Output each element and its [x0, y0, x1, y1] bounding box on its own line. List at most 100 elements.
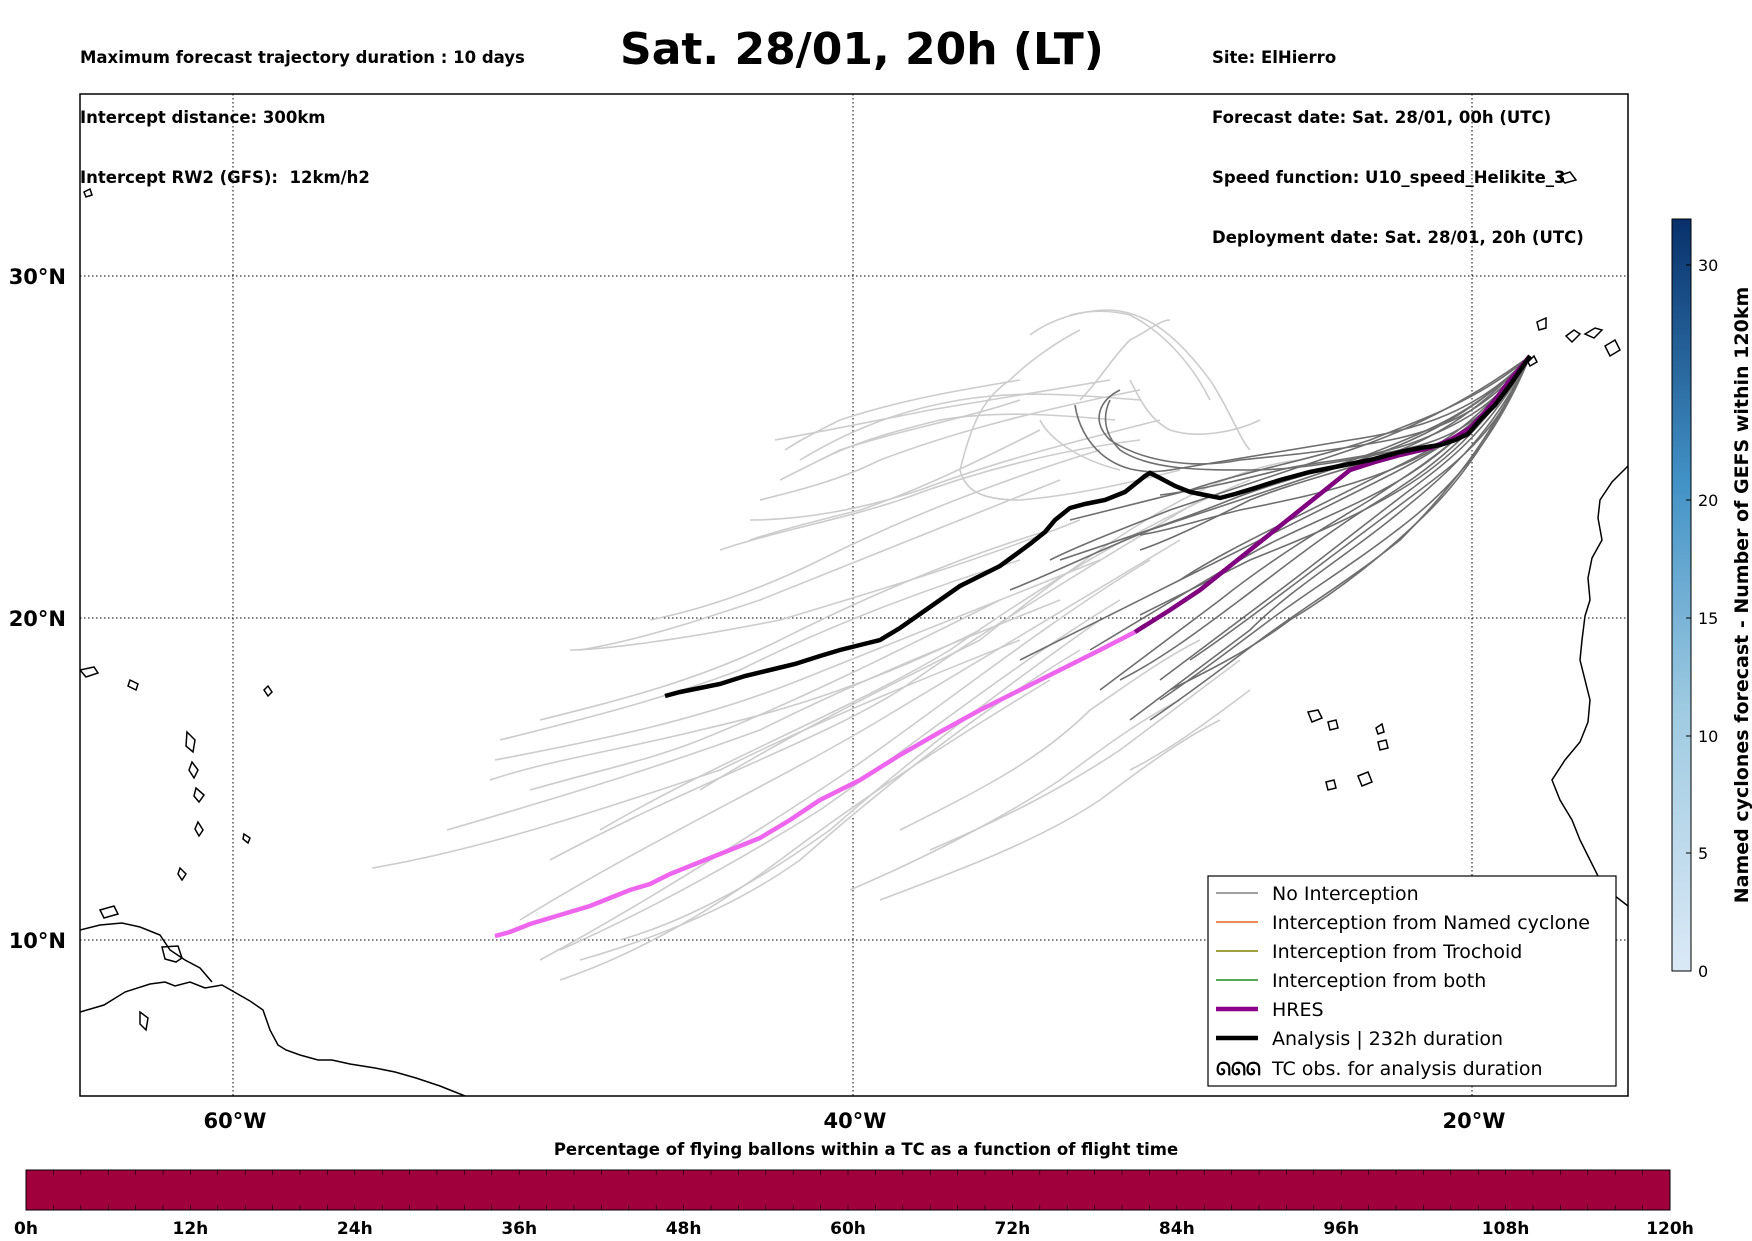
- colorbar-gradient: [1671, 218, 1692, 972]
- trajectory-dark: [1098, 355, 1531, 465]
- trajectory-dark: [1179, 355, 1531, 581]
- cape-verde-1: [1306, 709, 1324, 723]
- flight-time-tick-label: 72h: [995, 1219, 1031, 1239]
- coastlines: [80, 171, 1628, 1096]
- africa-coast: [1551, 465, 1628, 907]
- flight-time-tick-label: 96h: [1323, 1219, 1359, 1239]
- trajectory-light: [959, 379, 1181, 501]
- colorbar-label: Named cyclones forecast - Number of GEFS…: [1731, 287, 1752, 904]
- colorbar-tick-15: 15: [1698, 609, 1718, 628]
- cape-verde-3: [1377, 739, 1389, 751]
- trajectory-light: [819, 413, 1116, 461]
- trajectory-light: [1009, 329, 1081, 381]
- hres-trajectory-early: [1133, 354, 1532, 634]
- flight-time-tick-label: 60h: [830, 1219, 866, 1239]
- site-info: Site: ElHierro Forecast date: Sat. 28/01…: [1212, 8, 1584, 268]
- flight-time-bar-ticks: [25, 1170, 1671, 1210]
- canary-island-5: [1527, 354, 1538, 368]
- caribbean-island-9: [263, 684, 273, 698]
- caribbean-island-10: [98, 905, 120, 919]
- legend-label-named-cyclone: Interception from Named cyclone: [1272, 912, 1590, 934]
- trajectory-light: [559, 599, 1121, 951]
- colorbar-tick-0: 0: [1698, 962, 1708, 981]
- canary-island-4: [1604, 338, 1621, 358]
- trajectory-light: [539, 559, 1151, 961]
- trajectory-light: [579, 479, 1061, 651]
- intercept-rw2-text: Intercept RW2 (GFS): 12km/h2: [80, 168, 370, 187]
- flight-time-tick-label: 24h: [337, 1219, 373, 1239]
- trajectory-light: [849, 699, 1181, 891]
- legend-label-tc-obs: TC obs. for analysis duration: [1271, 1058, 1543, 1080]
- lon-label-60w: 60°W: [204, 1109, 267, 1133]
- caribbean-island-4: [194, 820, 204, 838]
- deployment-date-text: Deployment date: Sat. 28/01, 20h (UTC): [1212, 228, 1584, 247]
- colorbar-tick-20: 20: [1698, 491, 1718, 510]
- trajectory-light: [719, 439, 1141, 551]
- analysis-trajectory: [664, 354, 1532, 699]
- trajectory-light: [559, 679, 1051, 981]
- trajectory-light: [539, 529, 1051, 721]
- flight-time-bar-title: Percentage of flying ballons within a TC…: [554, 1140, 1178, 1159]
- trajectory-light: [899, 639, 1201, 831]
- flight-time-bar-fill: [25, 1169, 1671, 1211]
- intercept-distance-text: Intercept distance: 300km: [80, 108, 326, 127]
- tc-symbol-icon: ᘏᘏᘏ: [1216, 1059, 1261, 1080]
- site-text: Site: ElHierro: [1212, 48, 1337, 67]
- trajectory-light: [489, 629, 981, 781]
- cape-verde-5: [1325, 779, 1337, 791]
- flight-time-tick-label: 120h: [1646, 1219, 1694, 1239]
- trajectory-dark: [1009, 355, 1531, 591]
- caribbean-island-2: [188, 760, 199, 780]
- lat-label-20n: 20°N: [9, 607, 66, 631]
- canary-island-3: [1583, 327, 1604, 339]
- caribbean-island-7: [80, 666, 100, 678]
- cape-verde-4: [1357, 771, 1373, 787]
- trajectory-light: [494, 559, 1101, 761]
- colorbar-tick-10: 10: [1698, 727, 1718, 746]
- trajectory-dark: [1169, 355, 1531, 691]
- trajectory-light: [569, 519, 1081, 651]
- cape-verde-6: [1375, 722, 1385, 735]
- flight-time-bar: Percentage of flying ballons within a TC…: [14, 1140, 1694, 1239]
- flight-time-tick-label: 108h: [1482, 1219, 1530, 1239]
- trajectory-light: [1069, 310, 1211, 401]
- venezuela-coast: [80, 922, 213, 983]
- trajectory-light: [879, 719, 1221, 901]
- hres-trajectory-late: [494, 629, 1137, 939]
- trajectory-dark: [1074, 355, 1531, 473]
- trajectory-light: [749, 419, 1161, 521]
- legend: No Interception Interception from Named …: [1207, 875, 1617, 1087]
- cyclone-colorbar: 0 5 10 15 20 30 Named cyclones forecast …: [1671, 218, 1752, 981]
- trajectory-light: [759, 389, 1141, 501]
- trajectory-light: [1129, 379, 1261, 435]
- map-title: Sat. 28/01, 20h (LT): [620, 24, 1104, 75]
- lat-label-30n: 30°N: [9, 265, 66, 289]
- flight-time-tick-label: 36h: [501, 1219, 537, 1239]
- trajectory-light: [499, 559, 1021, 741]
- trajectory-light: [529, 599, 1001, 791]
- trajectory-light: [1029, 309, 1251, 451]
- trajectory-light: [619, 619, 1101, 941]
- flight-time-tick-label: 84h: [1159, 1219, 1195, 1239]
- legend-label-no-interception: No Interception: [1272, 883, 1419, 905]
- caribbean-island-11: [139, 1010, 149, 1032]
- forecast-date-text: Forecast date: Sat. 28/01, 00h (UTC): [1212, 108, 1552, 127]
- caribbean-island-1: [185, 730, 196, 754]
- flight-time-tick-label: 0h: [14, 1219, 38, 1239]
- trajectory-dark: [1159, 355, 1531, 496]
- legend-label-both: Interception from both: [1272, 970, 1486, 992]
- lon-label-20w: 20°W: [1443, 1109, 1506, 1133]
- trajectory-dark: [1149, 355, 1531, 721]
- south-america-coast: [80, 981, 466, 1096]
- canary-island-2: [1564, 329, 1582, 344]
- trajectory-light: [549, 499, 1201, 861]
- colorbar-tick-30: 30: [1698, 256, 1718, 275]
- trajectory-light: [784, 379, 1021, 451]
- trajectory-light: [749, 429, 1041, 541]
- trajectory-light: [519, 539, 1181, 921]
- graticule: [80, 94, 1628, 1096]
- trajectory-dark: [1189, 355, 1531, 661]
- ensemble-trajectories-light: [371, 309, 1301, 981]
- forecast-parameters: Maximum forecast trajectory duration : 1…: [80, 8, 525, 208]
- speed-function-text: Speed function: U10_speed_Helikite_3: [1212, 168, 1566, 187]
